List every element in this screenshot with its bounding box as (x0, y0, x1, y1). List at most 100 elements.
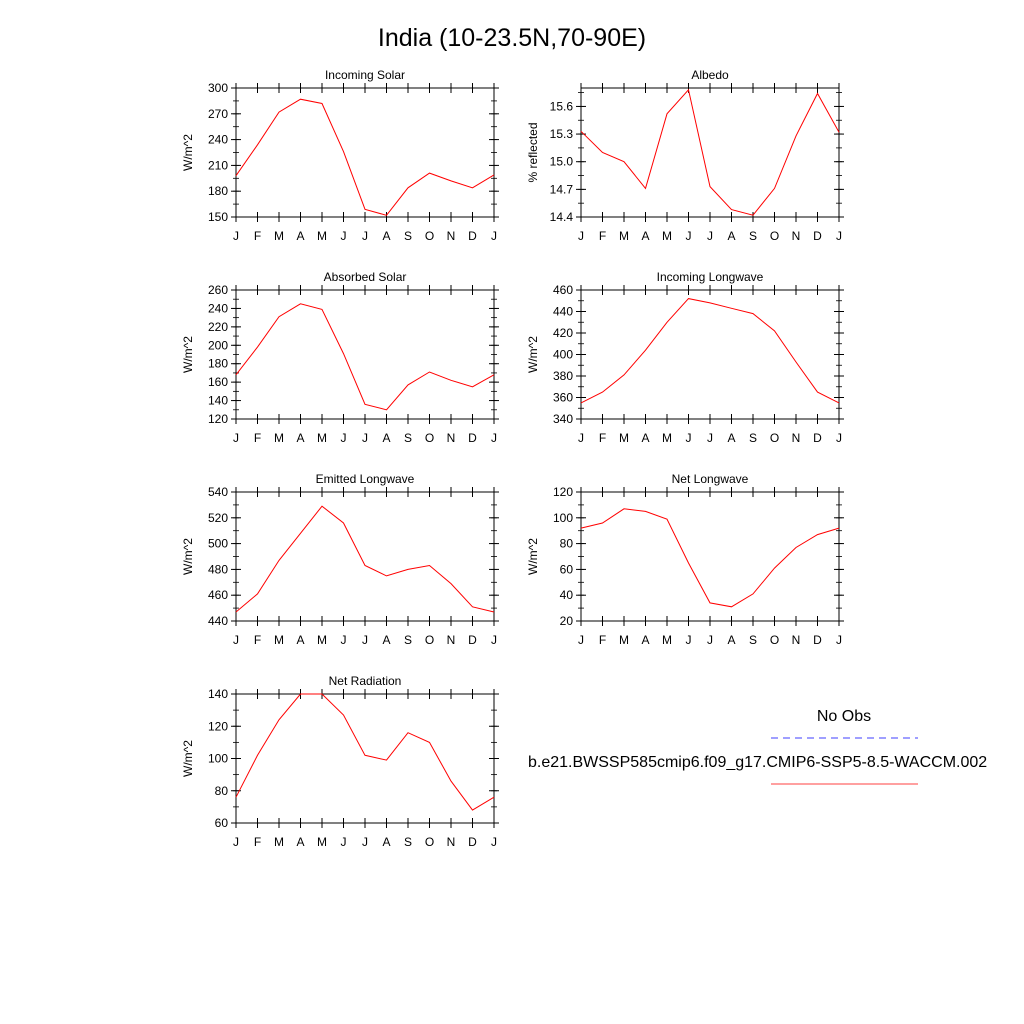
y-tick-label: 460 (553, 283, 573, 297)
x-tick-label: O (425, 431, 434, 445)
y-axis-label: W/m^2 (181, 336, 195, 373)
panel-title: Emitted Longwave (316, 472, 415, 486)
x-tick-label: J (836, 431, 842, 445)
legend-obs-label: No Obs (817, 708, 871, 725)
y-tick-label: 100 (208, 752, 228, 766)
y-tick-label: 360 (553, 391, 573, 405)
y-axis-label: % reflected (526, 122, 540, 182)
series-line-absorbed-solar (235, 303, 495, 411)
y-tick-label: 380 (553, 369, 573, 383)
x-tick-label: S (404, 431, 412, 445)
x-tick-label: J (491, 835, 497, 849)
y-tick-label: 210 (208, 158, 228, 172)
panel-title: Incoming Longwave (657, 270, 764, 284)
x-tick-label: S (749, 633, 757, 647)
panel-absorbed-solar: Absorbed Solar W/m^2 120 140 160 180 200 220 240… (181, 270, 499, 445)
x-tick-label: J (233, 633, 239, 647)
y-axis-label: W/m^2 (526, 336, 540, 373)
x-tick-label: S (749, 431, 757, 445)
x-tick-label: A (382, 835, 390, 849)
x-tick-label: N (447, 229, 456, 243)
panel-emitted-longwave: Emitted Longwave W/m^2 440 460 480 500 520 540 J… (181, 472, 499, 647)
x-tick-label: J (341, 633, 347, 647)
x-tick-label: J (707, 633, 713, 647)
x-tick-label: F (254, 229, 261, 243)
x-tick-label: M (662, 229, 672, 243)
x-tick-label: J (362, 229, 368, 243)
plot-frame (580, 87, 840, 218)
y-tick-label: 40 (560, 588, 574, 602)
x-tick-label: O (425, 633, 434, 647)
x-tick-label: M (619, 229, 629, 243)
y-axis-label: W/m^2 (181, 740, 195, 777)
x-tick-label: J (578, 633, 584, 647)
legend: No Obs b.e21.BWSSP585cmip6.f09_g17.CMIP6… (528, 708, 987, 785)
x-tick-label: D (468, 431, 477, 445)
y-tick-label: 270 (208, 107, 228, 121)
x-tick-label: N (447, 431, 456, 445)
y-tick-label: 14.4 (550, 210, 574, 224)
x-tick-label: F (599, 229, 606, 243)
y-axis-label: W/m^2 (181, 134, 195, 171)
x-tick-label: A (727, 229, 735, 243)
x-tick-label: J (233, 229, 239, 243)
x-tick-label: J (362, 835, 368, 849)
y-tick-label: 140 (208, 394, 228, 408)
y-tick-label: 120 (553, 485, 573, 499)
x-tick-label: J (341, 835, 347, 849)
y-axis-label: W/m^2 (181, 538, 195, 575)
y-tick-label: 340 (553, 412, 573, 426)
x-tick-label: O (770, 229, 779, 243)
x-tick-label: J (341, 431, 347, 445)
x-tick-label: J (362, 431, 368, 445)
y-tick-label: 400 (553, 348, 573, 362)
x-tick-label: F (599, 431, 606, 445)
x-tick-label: M (317, 835, 327, 849)
y-tick-label: 80 (560, 537, 574, 551)
panel-title: Net Radiation (329, 674, 402, 688)
x-tick-label: J (836, 633, 842, 647)
y-tick-label: 300 (208, 81, 228, 95)
x-tick-label: M (274, 835, 284, 849)
y-tick-label: 15.0 (550, 155, 574, 169)
x-tick-label: M (619, 633, 629, 647)
x-tick-label: S (404, 229, 412, 243)
plot-frame (235, 693, 495, 824)
y-tick-label: 240 (208, 301, 228, 315)
x-tick-label: D (468, 835, 477, 849)
x-tick-label: A (727, 431, 735, 445)
x-tick-label: A (382, 229, 390, 243)
x-tick-label: S (404, 835, 412, 849)
x-tick-label: J (233, 431, 239, 445)
y-tick-label: 520 (208, 511, 228, 525)
y-tick-label: 120 (208, 412, 228, 426)
x-tick-label: A (727, 633, 735, 647)
plot-frame (235, 491, 495, 622)
x-tick-label: M (317, 431, 327, 445)
x-tick-label: S (404, 633, 412, 647)
y-tick-label: 200 (208, 338, 228, 352)
y-tick-label: 420 (553, 326, 573, 340)
x-tick-label: N (792, 431, 801, 445)
x-tick-label: M (619, 431, 629, 445)
x-tick-label: A (382, 431, 390, 445)
y-tick-label: 440 (553, 305, 573, 319)
plot-frame (580, 289, 840, 420)
x-tick-label: F (599, 633, 606, 647)
x-tick-label: M (274, 431, 284, 445)
y-tick-label: 140 (208, 687, 228, 701)
x-tick-label: A (641, 431, 649, 445)
x-tick-label: J (362, 633, 368, 647)
x-tick-label: J (491, 229, 497, 243)
y-tick-label: 15.6 (550, 99, 574, 113)
x-tick-label: J (233, 835, 239, 849)
y-tick-label: 60 (560, 562, 574, 576)
y-tick-label: 15.3 (550, 127, 574, 141)
x-tick-label: D (813, 431, 822, 445)
x-tick-label: M (317, 229, 327, 243)
legend-model-label: b.e21.BWSSP585cmip6.f09_g17.CMIP6-SSP5-8… (528, 754, 987, 771)
panel-incoming-longwave: Incoming Longwave W/m^2 340 360 380 400 420 440… (526, 270, 844, 445)
